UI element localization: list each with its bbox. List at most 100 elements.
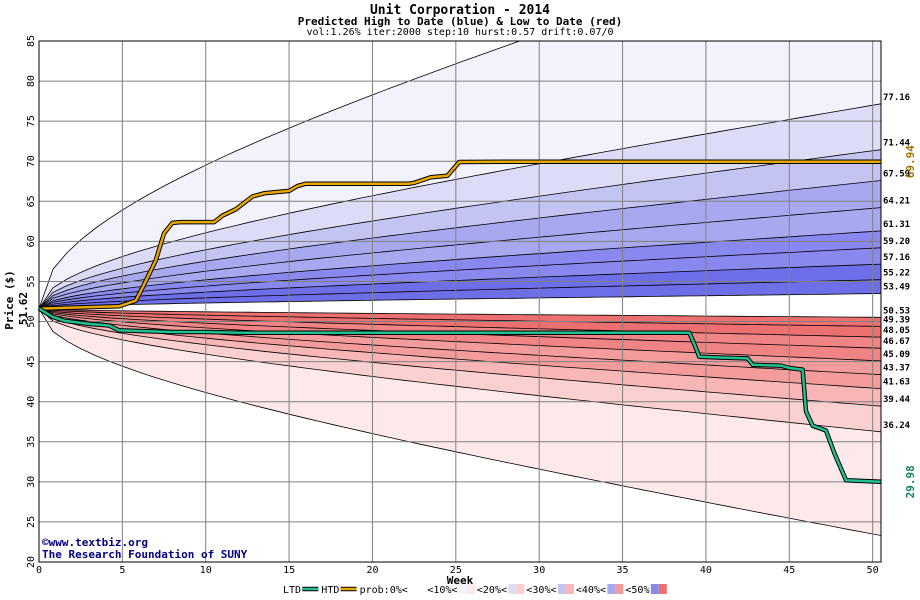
quantile-line [39,308,881,318]
ltd-line [38,307,882,484]
quantile-level-label: 41.63 [883,378,910,388]
legend-swatch [466,584,475,594]
quantile-level-label: 46.67 [883,337,910,347]
legend-label: <30%< [526,585,556,596]
y-tick-label: 45 [26,356,37,368]
legend-swatch [565,584,574,594]
legend-swatch [615,584,624,594]
quantile-level-label: 55.22 [883,269,910,279]
lower-probability-band [39,308,881,536]
quantile-line [39,247,881,309]
x-tick-label: 30 [533,565,545,576]
quantile-level-label: 67.59 [883,170,910,180]
legend-swatch [607,584,616,594]
y-tick-label: 40 [26,396,37,408]
x-tick-label: 45 [783,565,795,576]
x-tick-label: 5 [119,565,125,576]
chart-parameters: vol:1.26% iter:2000 step:10 hurst:0.57 d… [306,27,614,38]
x-tick-label: 20 [366,565,378,576]
x-tick-label: 15 [283,565,295,576]
quantile-level-label: 57.16 [883,253,910,263]
quantile-line [39,308,881,338]
quantile-level-label: 43.37 [883,364,910,374]
quantile-level-label: 45.09 [883,350,910,360]
chart-subtitle: Predicted High to Date (blue) & Low to D… [297,15,623,28]
y-tick-label: 70 [26,155,37,167]
quantile-line [39,308,881,389]
lower-probability-band [39,308,881,349]
quantile-level-label: 53.49 [883,283,910,293]
x-tick-label: 0 [36,565,42,576]
x-tick-label: 35 [617,565,629,576]
legend-label: <20%< [477,585,507,596]
legend-label: LTD [283,585,301,596]
quantile-line [39,308,881,536]
upper-probability-band [39,279,881,309]
x-axis-label: Week [447,574,474,587]
legend-label: <40%< [576,585,606,596]
htd-line [38,160,881,310]
y-tick-label: 65 [26,195,37,207]
y-tick-label: 75 [26,115,37,127]
start-price-label: 51.62 [17,292,30,325]
quantile-line [39,103,881,309]
quantile-line [39,308,881,407]
upper-probability-band [39,149,881,309]
lower-probability-band [39,308,881,432]
quantile-line [39,149,881,309]
quantile-line [39,293,881,309]
quantile-level-label: 64.21 [883,197,910,207]
lower-probability-band [39,308,881,338]
quantile-line [39,230,881,309]
quantile-line [39,279,881,309]
quantile-line [39,308,881,433]
lower-probability-band [39,308,881,375]
legend-label: <50% [625,585,649,596]
legend-label: prob:0%< [360,585,408,596]
quantile-level-label: 36.24 [883,421,911,431]
median-band [39,293,881,318]
credit-organization: The Research Foundation of SUNY [42,548,248,561]
y-tick-label: 85 [26,35,37,47]
quantile-line [39,180,881,309]
legend-label: HTD [321,585,339,596]
quantile-level-label: 49.39 [883,315,910,325]
upper-probability-band [39,247,881,309]
legend: LTD HTD prob:0%< <10%< <20%< <30%< <40%< <50% [283,584,667,596]
quantile-line [39,263,881,309]
htd-end-label: 69.94 [904,145,917,178]
y-tick-label: 55 [26,275,37,287]
legend-swatch [650,584,659,594]
x-tick-label: 40 [700,565,712,576]
upper-probability-band [39,180,881,309]
y-axis-label: Price ($) [3,270,16,330]
legend-swatch [417,584,426,594]
x-tick-label: 10 [200,565,212,576]
quantile-line [39,308,881,327]
quantile-line [39,207,881,309]
x-tick-label: 50 [867,565,879,576]
y-tick-label: 80 [26,75,37,87]
legend-swatch [658,584,667,594]
quantile-line [39,41,522,309]
quantile-level-label: 39.44 [883,395,911,405]
legend-swatch [508,584,517,594]
quantile-level-label: 50.53 [883,306,910,316]
quantile-level-label: 48.05 [883,326,910,336]
quantile-level-label: 77.16 [883,93,910,103]
quantile-level-label: 61.31 [883,220,910,230]
upper-probability-band [39,264,881,309]
y-tick-label: 30 [26,476,37,488]
plot-frame [38,40,882,563]
y-tick-label: 60 [26,235,37,247]
legend-swatch [409,584,418,594]
legend-label: <10%< [427,585,457,596]
x-tick-label: 25 [450,565,462,576]
y-tick-label: 25 [26,516,37,528]
legend-swatch [557,584,566,594]
legend-swatch [458,584,467,594]
upper-probability-band [39,103,881,309]
probability-fan [39,41,881,536]
y-tick-label: 50 [26,316,37,328]
